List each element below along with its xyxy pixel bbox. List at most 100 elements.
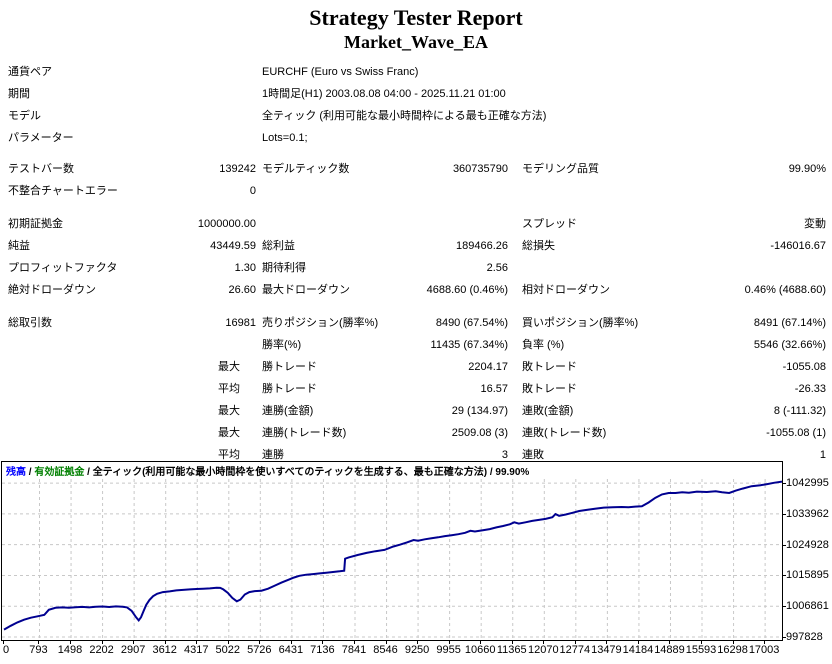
x-axis-label: 793 bbox=[29, 644, 48, 656]
balance-curve bbox=[3, 480, 783, 631]
stat-row: 通貨ペア EURCHF (Euro vs Swiss Franc) bbox=[0, 66, 832, 81]
legend-separator: / bbox=[84, 467, 93, 478]
x-axis-label: 0 bbox=[3, 644, 10, 656]
x-axis-tick bbox=[227, 641, 229, 644]
x-axis-tick bbox=[196, 641, 198, 644]
stat-label: 買いポジション(勝率%) bbox=[522, 317, 639, 329]
x-axis-label: 12774 bbox=[559, 644, 591, 656]
x-axis-label: 12070 bbox=[528, 644, 559, 656]
ea-name: Market_Wave_EA bbox=[344, 32, 488, 52]
stat-row: 最大 連勝(トレード数) 2509.08 (3) 連敗(トレード数) -1055.08 … bbox=[0, 427, 832, 442]
stat-value: 8 (-111.32) bbox=[773, 405, 826, 417]
stat-label: 連勝(金額) bbox=[262, 405, 314, 417]
stat-row: 期間 1時間足(H1) 2003.08.08 04:00 - 2025.11.21… bbox=[0, 88, 832, 103]
x-axis-tick bbox=[701, 641, 702, 644]
stat-value: 139242 bbox=[219, 163, 256, 175]
stat-value: 189466.26 bbox=[456, 240, 508, 252]
stat-label: 売りポジション(勝率%) bbox=[262, 317, 379, 329]
legend-separator: / bbox=[26, 467, 35, 478]
x-axis-tick bbox=[290, 641, 292, 644]
x-axis-label: 7841 bbox=[341, 644, 367, 656]
stat-value: 8491 (67.14%) bbox=[753, 317, 826, 329]
stat-value: 平均 bbox=[218, 449, 240, 461]
stat-row: 平均 連勝 3 連敗 1 bbox=[0, 449, 832, 464]
stat-label: 相対ドローダウン bbox=[522, 284, 610, 296]
stat-label: Lots=0.1; bbox=[262, 132, 308, 144]
stat-label: 純益 bbox=[8, 240, 30, 252]
stat-label: モデル bbox=[8, 110, 41, 122]
stat-label: 勝トレード bbox=[262, 383, 317, 395]
x-axis-label: 3612 bbox=[152, 644, 177, 656]
stat-row: 平均 勝トレード 16.57 敗トレード -26.33 bbox=[0, 383, 832, 398]
stat-value: 16.57 bbox=[480, 383, 508, 395]
stat-value: 0 bbox=[249, 185, 256, 197]
stat-value: 8490 (67.54%) bbox=[435, 317, 508, 329]
stat-value: 5546 (32.66%) bbox=[753, 339, 826, 351]
stat-value: -1055.08 (1) bbox=[766, 427, 826, 439]
legend-quality: 99.90% bbox=[495, 467, 530, 478]
stat-label: EURCHF (Euro vs Swiss Franc) bbox=[262, 66, 419, 78]
stat-label: 連敗 bbox=[522, 449, 544, 461]
stat-value: 2204.17 bbox=[468, 361, 508, 373]
x-axis-tick bbox=[543, 641, 545, 644]
stat-value: -146016.67 bbox=[770, 240, 826, 252]
stat-row: 純益 43449.59 総利益 189466.26 総損失 -146016.67 bbox=[0, 240, 832, 255]
x-axis-label: 14184 bbox=[622, 644, 654, 656]
x-axis-tick bbox=[637, 641, 639, 644]
stat-label: 敗トレード bbox=[522, 383, 577, 395]
x-axis-tick bbox=[606, 641, 608, 644]
stat-label: 通貨ペア bbox=[8, 66, 52, 78]
x-axis-label: 15593 bbox=[685, 644, 717, 656]
stat-label: 総利益 bbox=[262, 240, 295, 252]
y-axis-tick bbox=[782, 513, 786, 515]
stat-value: 2.56 bbox=[486, 262, 508, 274]
stat-row: 総取引数 16981 売りポジション(勝率%) 8490 (67.54%) 買いポジショ… bbox=[0, 317, 832, 332]
x-axis-tick bbox=[669, 641, 671, 644]
stat-value: 26.60 bbox=[228, 284, 256, 296]
y-axis-tick bbox=[782, 483, 786, 485]
x-axis-label: 1498 bbox=[57, 644, 83, 656]
stats-table: 通貨ペア EURCHF (Euro vs Swiss Franc) 期間 1時間足(H… bbox=[0, 66, 832, 464]
stat-label: 勝トレード bbox=[262, 361, 317, 373]
x-axis-tick bbox=[322, 641, 324, 644]
stat-row: モデル 全ティック (利用可能な最小時間枠による最も正確な方法) bbox=[0, 110, 832, 125]
stat-label: 連勝 bbox=[262, 449, 284, 461]
stat-label: 総損失 bbox=[522, 240, 555, 252]
x-axis-label: 6431 bbox=[278, 644, 304, 656]
chart-legend: 残高 / 有効証拠金 / 全ティック(利用可能な最小時間枠を使いすべてのティック… bbox=[6, 463, 529, 478]
stat-row: プロフィットファクタ 1.30 期待利得 2.56 bbox=[0, 262, 832, 277]
x-axis-tick bbox=[259, 641, 261, 644]
stat-label: 絶対ドローダウン bbox=[8, 284, 96, 296]
stat-value: 11435 (67.34%) bbox=[430, 339, 508, 351]
x-axis-label: 13479 bbox=[591, 644, 622, 656]
x-axis-tick bbox=[38, 641, 40, 644]
x-axis-tick bbox=[164, 641, 166, 644]
stat-label: 全ティック (利用可能な最小時間枠による最も正確な方法) bbox=[262, 110, 547, 122]
legend-balance: 残高 bbox=[6, 467, 26, 478]
x-axis-tick bbox=[764, 641, 766, 644]
stat-row: 初期証拠金 1000000.00 スプレッド 変動 bbox=[0, 218, 832, 233]
x-axis-label: 9955 bbox=[436, 644, 461, 656]
stat-value: 99.90% bbox=[788, 163, 826, 175]
x-axis-tick bbox=[448, 641, 450, 644]
stat-value: 最大 bbox=[218, 361, 240, 373]
y-axis-tick bbox=[782, 575, 786, 577]
x-axis-label: 11365 bbox=[496, 644, 527, 656]
legend-equity: 有効証拠金 bbox=[34, 467, 85, 478]
stat-value: 平均 bbox=[218, 383, 240, 395]
stat-label: 連勝(トレード数) bbox=[262, 427, 347, 439]
x-axis-label: 2202 bbox=[89, 644, 114, 656]
y-axis-tick bbox=[782, 544, 786, 546]
stat-label: 負率 (%) bbox=[522, 339, 565, 351]
stat-value: 1 bbox=[819, 449, 826, 461]
stat-row: パラメーター Lots=0.1; bbox=[0, 132, 832, 147]
x-axis-tick bbox=[101, 641, 103, 644]
x-axis-label: 7136 bbox=[310, 644, 335, 656]
x-axis-tick bbox=[133, 641, 135, 644]
x-axis-label: 10660 bbox=[464, 644, 496, 656]
x-axis-tick bbox=[385, 641, 387, 644]
y-axis-label: 1033962 bbox=[786, 507, 829, 520]
stat-value: 0.46% (4688.60) bbox=[744, 284, 826, 296]
x-axis-label: 14889 bbox=[654, 644, 685, 656]
stat-row: 絶対ドローダウン 26.60 最大ドローダウン 4688.60 (0.46%) 相対ドロ… bbox=[0, 284, 832, 299]
